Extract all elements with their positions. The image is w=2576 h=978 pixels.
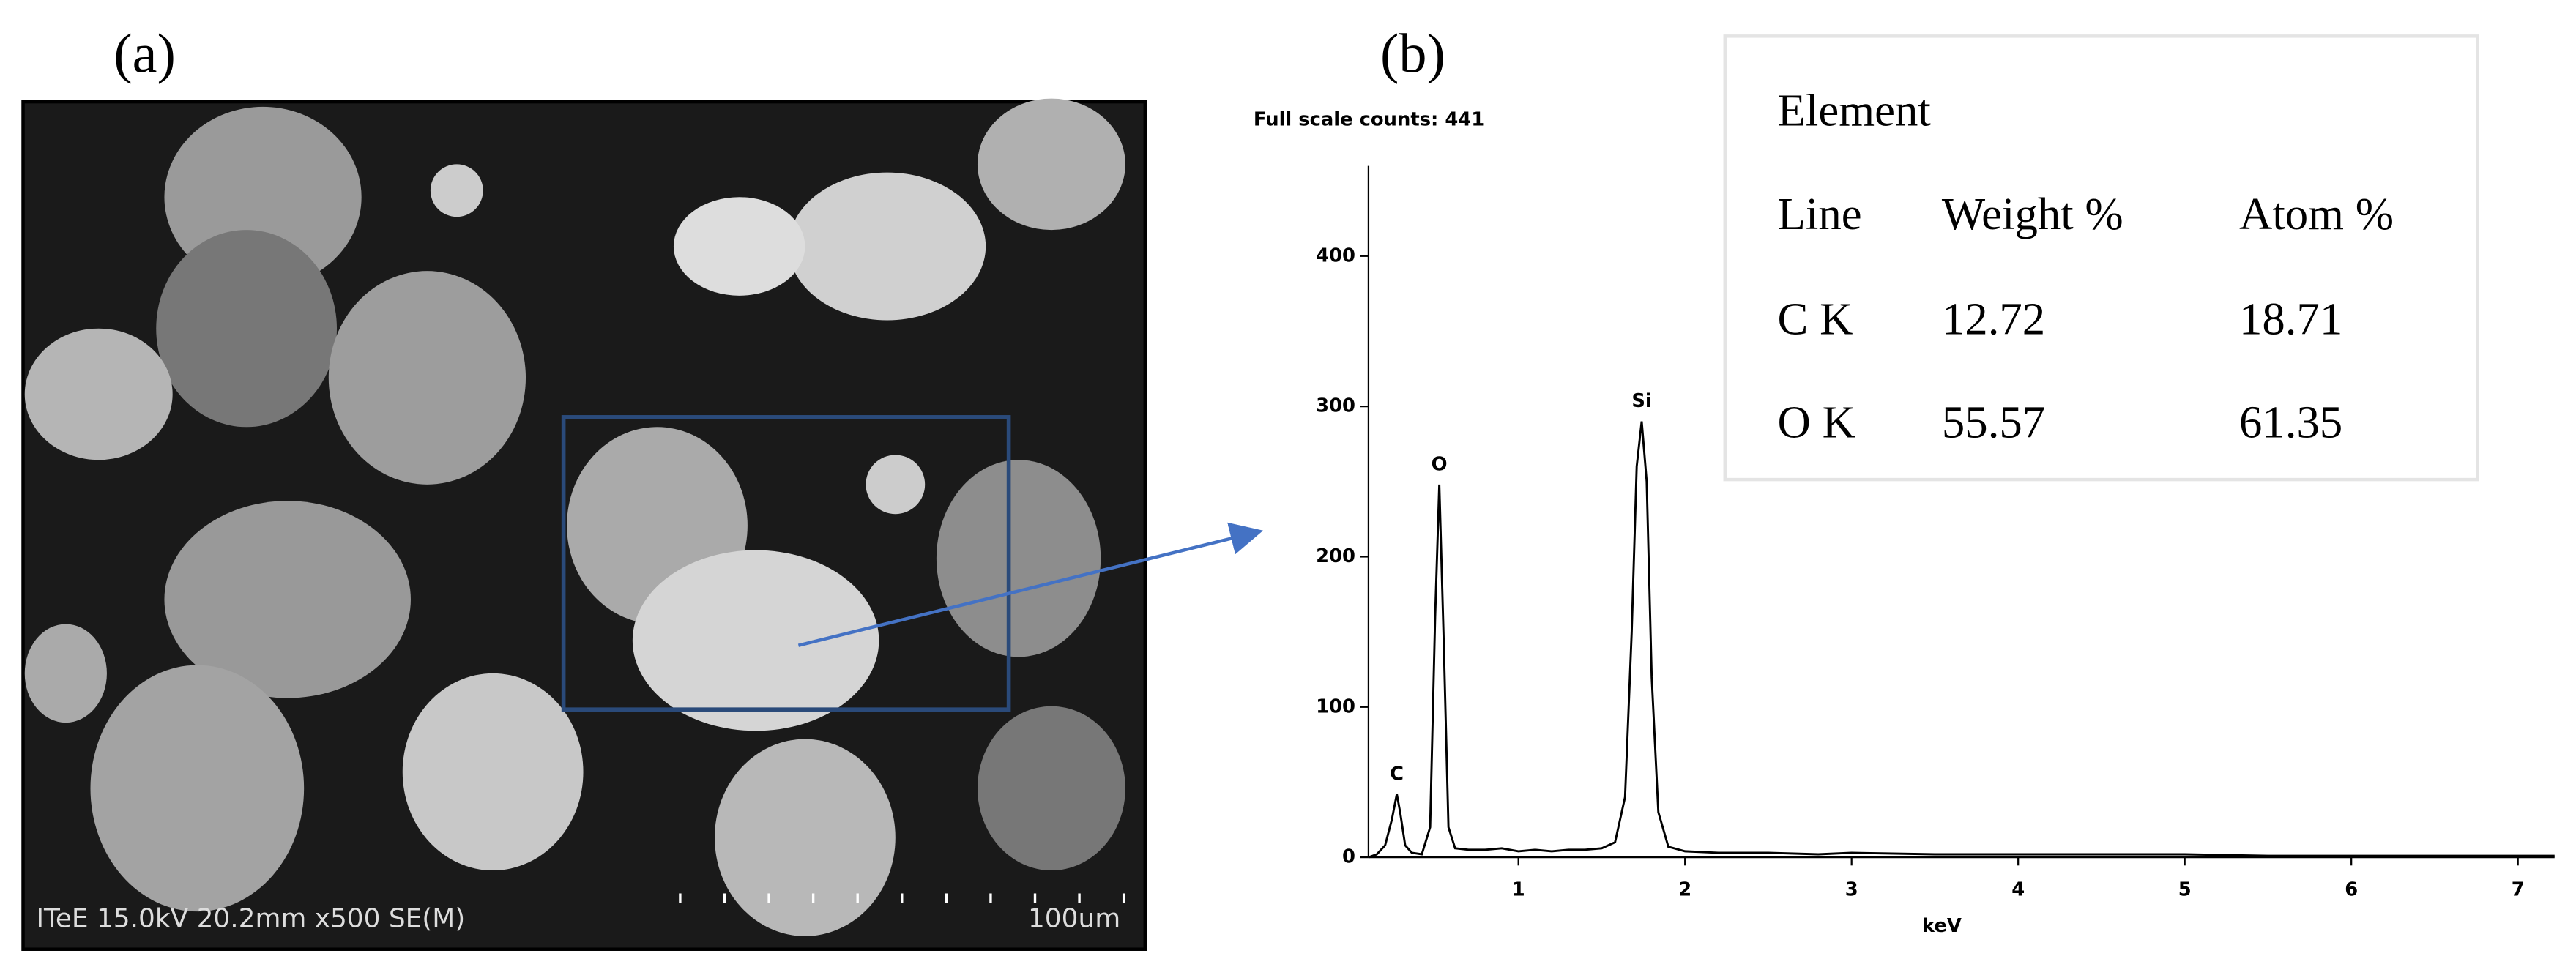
x-tick-label: 6 xyxy=(2345,878,2358,900)
x-tick-label: 7 xyxy=(2512,878,2525,900)
table-title: Element xyxy=(1778,84,1932,135)
x-axis-label: keV xyxy=(1922,915,1962,937)
table-cell: C K xyxy=(1778,293,1853,344)
spectrum-line xyxy=(1368,421,2555,859)
table-cell: 12.72 xyxy=(1942,293,2045,344)
spectrum: Full scale counts: 441 0 100 200 300 400 1 2 3 4 5… xyxy=(1254,108,2555,937)
result-table: Element Line Weight % Atom % C K 12.72 1… xyxy=(1723,34,2479,482)
peak-label: O xyxy=(1432,453,1448,475)
table-cell: 55.57 xyxy=(1942,397,2045,448)
x-tick-label: 4 xyxy=(2011,878,2025,900)
y-tick-label: 0 xyxy=(1342,846,1355,868)
y-tick-label: 400 xyxy=(1316,244,1355,266)
x-tick-label: 3 xyxy=(1845,878,1858,900)
x-tick-label: 5 xyxy=(2178,878,2192,900)
chart-title: Full scale counts: 441 xyxy=(1254,108,1484,130)
panel-label: (b) xyxy=(1380,23,1445,84)
table-cell: O K xyxy=(1778,397,1855,448)
sem-info: ITeE 15.0kV 20.2mm x500 SE(M) xyxy=(36,903,465,933)
panel-label: (a) xyxy=(113,23,176,84)
y-tick-label: 100 xyxy=(1316,695,1355,717)
y-tick-label: 200 xyxy=(1316,545,1355,567)
peak-label: C xyxy=(1390,763,1404,785)
table-header: Line xyxy=(1778,188,1862,239)
arrow xyxy=(797,522,1264,647)
table-header: Weight % xyxy=(1942,188,2123,239)
table-header: Atom % xyxy=(2239,188,2394,239)
table-cell: 61.35 xyxy=(2239,397,2342,448)
sem-image: ITeE 15.0kV 20.2mm x500 SE(M) 100um xyxy=(21,98,1147,951)
x-tick-label: 1 xyxy=(1512,878,1525,900)
scale-bar-label: 100um xyxy=(1028,903,1120,933)
x-tick-label: 2 xyxy=(1678,878,1691,900)
y-tick-label: 300 xyxy=(1316,395,1355,417)
peak-label: Si xyxy=(1631,390,1651,412)
table-cell: 18.71 xyxy=(2239,293,2342,344)
